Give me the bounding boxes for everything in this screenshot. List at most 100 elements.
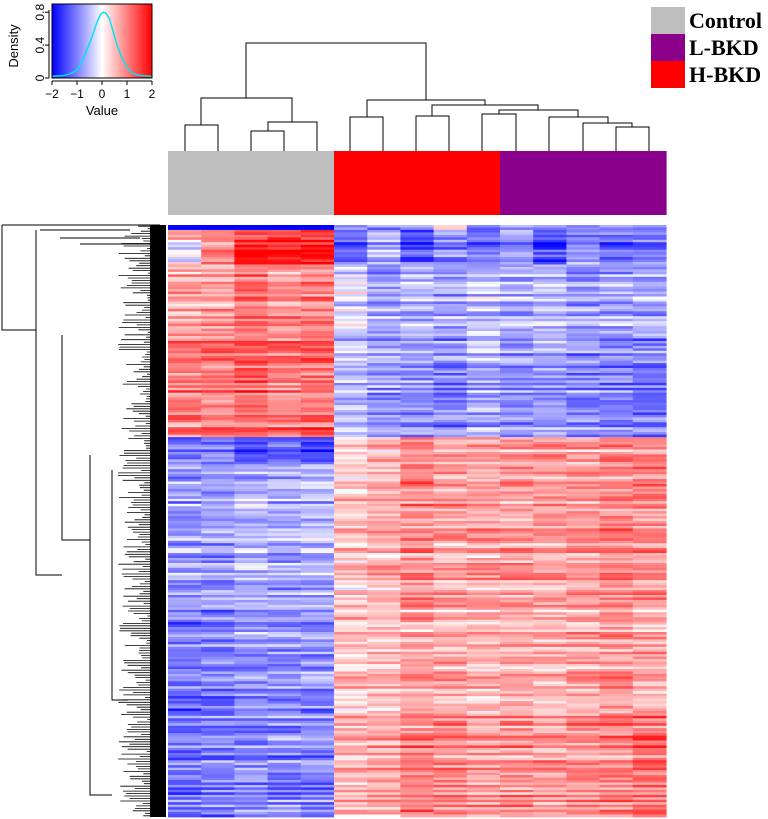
heatmap-cell — [566, 432, 601, 436]
heatmap-cell — [533, 614, 567, 618]
heatmap-cell — [201, 639, 235, 643]
heatmap-cell — [400, 373, 435, 376]
heatmap-cell — [234, 331, 269, 334]
heatmap-cell — [599, 350, 634, 354]
heatmap-cell — [201, 289, 235, 292]
heatmap-cell — [168, 538, 202, 542]
heatmap-cell — [168, 400, 202, 403]
heatmap-cell — [566, 572, 601, 576]
heatmap-cell — [466, 804, 501, 808]
heatmap-cell — [466, 447, 501, 450]
heatmap-cell — [599, 281, 634, 285]
heatmap-cell — [168, 521, 202, 524]
heatmap-cell — [466, 555, 501, 559]
heatmap-cell — [632, 476, 667, 480]
heatmap-cell — [234, 417, 269, 421]
heatmap-cell — [168, 382, 202, 386]
heatmap-cell — [466, 617, 501, 621]
heatmap-cell — [400, 671, 435, 675]
heatmap-cell — [466, 782, 501, 786]
heatmap-cell — [599, 516, 634, 519]
heatmap-cell — [433, 266, 468, 270]
heatmap-cell — [400, 683, 435, 687]
heatmap-cell — [234, 503, 269, 507]
heatmap-cell — [599, 792, 634, 796]
heatmap-cell — [334, 474, 368, 477]
heatmap-cell — [400, 772, 435, 776]
heatmap-cell — [168, 498, 202, 502]
heatmap-cell — [533, 669, 567, 672]
heatmap-cell — [300, 693, 335, 697]
heatmap-cell — [168, 395, 202, 399]
heatmap-cell — [400, 390, 435, 394]
heatmap-cell — [201, 429, 235, 433]
heatmap-cell — [566, 345, 601, 349]
heatmap-cell — [433, 363, 468, 366]
heatmap-cell — [632, 385, 667, 389]
heatmap-cell — [533, 595, 567, 598]
heatmap-cell — [566, 533, 601, 537]
heatmap-cell — [234, 390, 269, 394]
heatmap-cell — [267, 612, 302, 616]
heatmap-cell — [566, 239, 601, 243]
heatmap-cell — [632, 434, 667, 438]
heatmap-cell — [201, 225, 235, 228]
heatmap-cell — [566, 622, 601, 625]
heatmap-cell — [234, 738, 269, 741]
heatmap-cell — [466, 807, 501, 810]
heatmap-cell — [500, 745, 534, 749]
heatmap-cell — [201, 661, 235, 665]
heatmap-cell — [168, 284, 202, 288]
heatmap-cell — [267, 323, 302, 327]
heatmap-cell — [632, 296, 667, 300]
heatmap-cell — [500, 671, 534, 675]
heatmap-cell — [201, 656, 235, 660]
heatmap-cell — [201, 355, 235, 359]
heatmap-cell — [367, 422, 401, 426]
heatmap-cell — [234, 703, 269, 707]
heatmap-cell — [267, 427, 302, 431]
heatmap-cell — [566, 266, 601, 270]
heatmap-cell — [201, 257, 235, 260]
heatmap-cell — [334, 649, 368, 653]
heatmap-cell — [500, 812, 534, 815]
heatmap-cell — [234, 447, 269, 450]
heatmap-cell — [599, 518, 634, 522]
heatmap-cell — [632, 380, 667, 384]
heatmap-cell — [599, 693, 634, 697]
heatmap-cell — [400, 609, 435, 613]
heatmap-cell — [500, 237, 534, 241]
heatmap-cell — [433, 627, 468, 630]
heatmap-cell — [300, 656, 335, 660]
heatmap-cell — [466, 424, 501, 428]
heatmap-cell — [599, 715, 634, 719]
heatmap-cell — [599, 377, 634, 381]
heatmap-cell — [632, 693, 667, 697]
heatmap-cell — [267, 723, 302, 727]
heatmap-cell — [632, 501, 667, 505]
heatmap-cell — [201, 543, 235, 547]
heatmap-cell — [533, 523, 567, 527]
heatmap-cell — [367, 530, 401, 534]
heatmap-cell — [533, 733, 567, 736]
heatmap-cell — [267, 469, 302, 473]
heatmap-cell — [300, 567, 335, 571]
heatmap-cell — [566, 387, 601, 391]
heatmap-cell — [267, 535, 302, 539]
heatmap-cell — [367, 713, 401, 717]
heatmap-cell — [400, 747, 435, 751]
heatmap-cell — [500, 767, 534, 771]
heatmap-cell — [300, 755, 335, 759]
heatmap-cell — [433, 491, 468, 495]
heatmap-cell — [201, 281, 235, 285]
heatmap-cell — [599, 550, 634, 554]
heatmap-cell — [466, 812, 501, 815]
heatmap-cell — [433, 777, 468, 781]
heatmap-cell — [632, 799, 667, 803]
heatmap-cell — [599, 772, 634, 776]
heatmap-cell — [433, 558, 468, 561]
heatmap-cell — [566, 242, 601, 246]
heatmap-cell — [599, 318, 634, 322]
heatmap-cell — [433, 545, 468, 549]
heatmap-cell — [566, 254, 601, 258]
